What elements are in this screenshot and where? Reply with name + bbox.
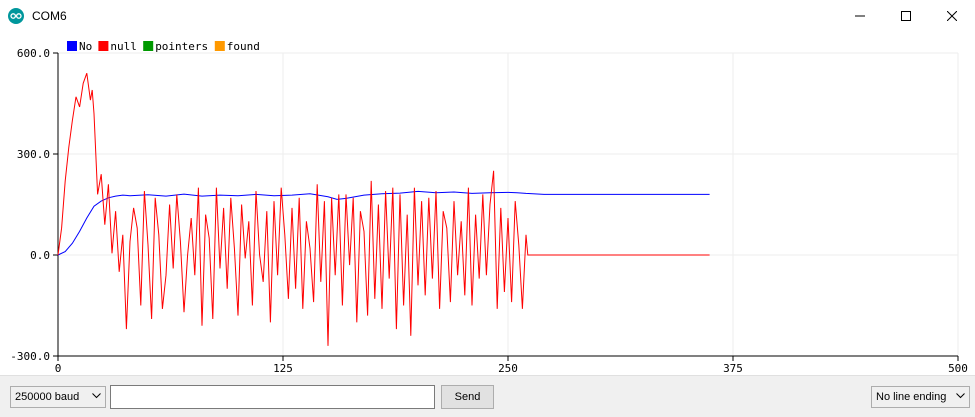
send-button[interactable]: Send	[441, 385, 494, 409]
minimize-icon	[855, 15, 865, 17]
maximize-icon	[901, 11, 911, 21]
y-tick-label: 0.0	[30, 249, 50, 262]
legend-swatch-null	[98, 41, 109, 51]
chevron-down-icon	[92, 393, 101, 399]
line-ending-value: No line ending	[876, 391, 947, 403]
x-tick-label: 250	[498, 362, 518, 375]
x-tick-label: 375	[723, 362, 743, 375]
legend-swatch-pointers	[143, 41, 154, 51]
legend-swatch-found	[214, 41, 225, 51]
serial-input-field[interactable]	[110, 385, 435, 409]
serial-plot-chart: 0 125 250 375 500 600.0 300.0 0.0 -300.0 No null p…	[10, 40, 968, 375]
baud-rate-select[interactable]: 250000 baud	[10, 386, 106, 408]
chevron-down-icon	[956, 393, 965, 399]
y-tick-label: -300.0	[10, 350, 50, 363]
x-tick-label: 125	[273, 362, 293, 375]
y-tick-label: 600.0	[17, 47, 50, 60]
legend-label-pointers: pointers	[155, 40, 208, 53]
minimize-button[interactable]	[837, 0, 883, 32]
x-tick-label: 0	[55, 362, 62, 375]
legend-label-null: null	[110, 40, 136, 53]
series-line-No	[57, 190, 710, 256]
bottom-toolbar: 250000 baud Send No line ending	[0, 375, 975, 417]
arduino-infinity-icon	[8, 8, 24, 24]
series-line-null	[57, 73, 710, 346]
legend-label-No: No	[79, 40, 92, 53]
close-button[interactable]	[929, 0, 975, 32]
window-title: COM6	[32, 9, 67, 23]
close-icon	[947, 11, 957, 21]
legend-label-found: found	[227, 40, 260, 53]
y-tick-label: 300.0	[17, 148, 50, 161]
title-bar: COM6	[0, 0, 975, 32]
maximize-button[interactable]	[883, 0, 929, 32]
x-tick-label: 500	[948, 362, 968, 375]
serial-plotter-area: 0 125 250 375 500 600.0 300.0 0.0 -300.0 No null p…	[0, 32, 975, 375]
line-ending-select[interactable]: No line ending	[871, 386, 970, 408]
legend-swatch-No	[67, 41, 77, 51]
baud-rate-value: 250000 baud	[15, 391, 80, 403]
